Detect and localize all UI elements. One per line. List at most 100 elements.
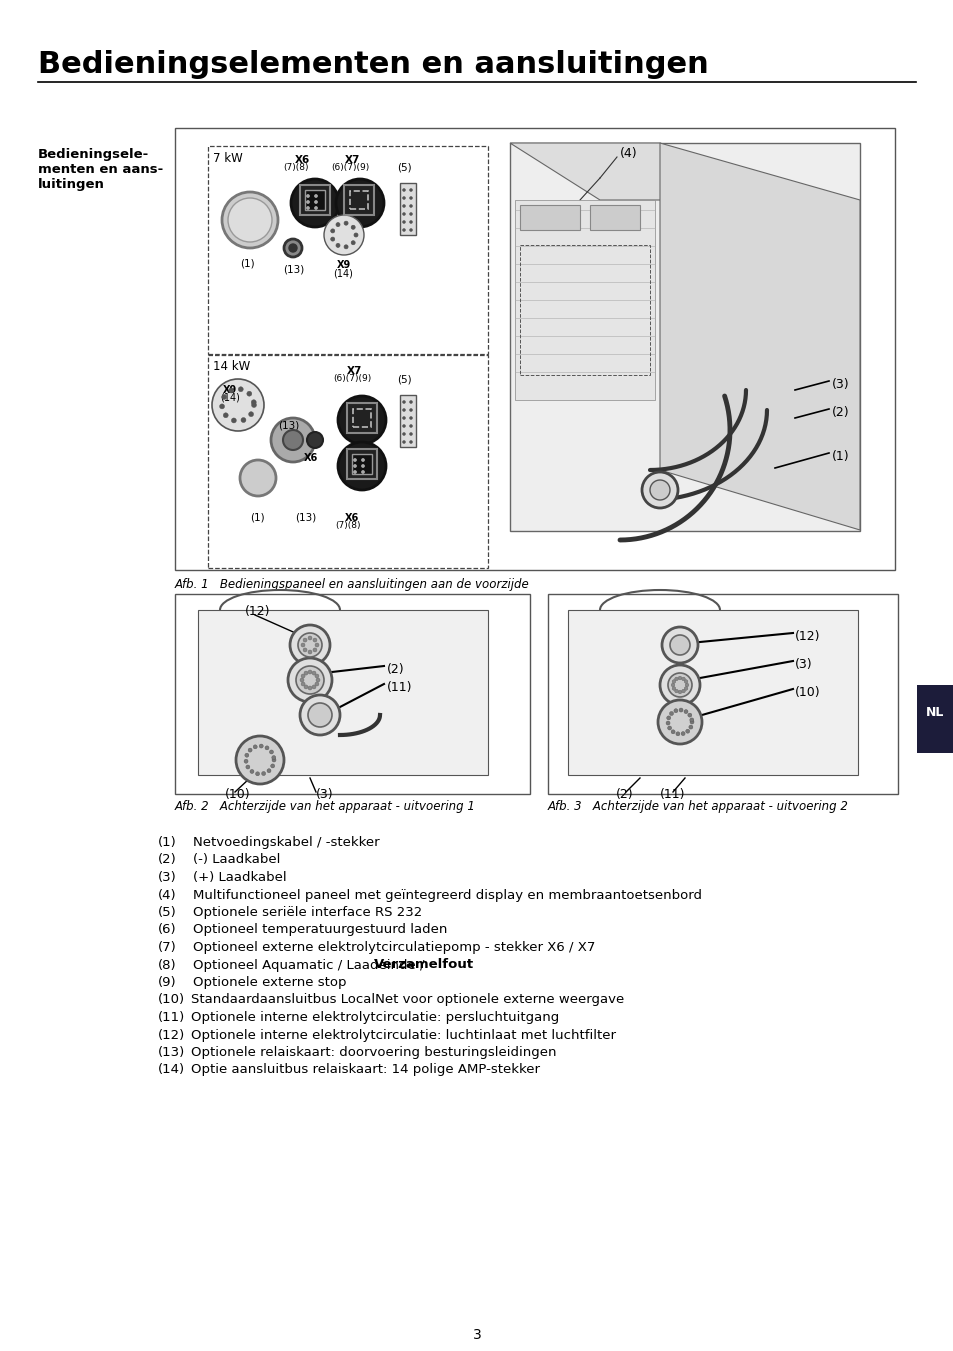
Bar: [519, 205, 579, 230]
Text: (2): (2): [158, 854, 176, 866]
Text: (12): (12): [245, 605, 271, 617]
Text: (1): (1): [158, 836, 176, 848]
Circle shape: [307, 432, 323, 449]
Circle shape: [246, 765, 250, 769]
Text: Optioneel externe elektrolytcirculatiepomp - stekker X6 / X7: Optioneel externe elektrolytcirculatiepo…: [193, 942, 595, 954]
Text: (5): (5): [396, 374, 411, 384]
Circle shape: [402, 416, 405, 420]
Circle shape: [681, 677, 684, 681]
Text: (10): (10): [158, 993, 185, 1006]
Text: X9: X9: [336, 259, 351, 270]
Circle shape: [212, 380, 264, 431]
Circle shape: [337, 396, 386, 444]
Circle shape: [671, 684, 674, 686]
Circle shape: [402, 440, 405, 443]
Circle shape: [409, 189, 412, 192]
Bar: [515, 200, 655, 400]
Circle shape: [335, 243, 339, 247]
Text: (5): (5): [158, 907, 176, 919]
Circle shape: [301, 643, 305, 647]
Text: (6)(7)(9): (6)(7)(9): [331, 163, 369, 172]
Circle shape: [269, 750, 274, 754]
Text: (13): (13): [277, 420, 299, 430]
Circle shape: [409, 408, 412, 412]
Circle shape: [409, 400, 412, 404]
Circle shape: [290, 626, 330, 665]
Text: (4): (4): [158, 889, 176, 901]
Circle shape: [314, 674, 318, 678]
Circle shape: [649, 480, 669, 500]
Text: 7 kW: 7 kW: [213, 153, 242, 165]
Circle shape: [313, 648, 316, 653]
Circle shape: [673, 709, 678, 713]
Circle shape: [402, 408, 405, 412]
Circle shape: [402, 204, 405, 208]
Circle shape: [259, 744, 263, 748]
Circle shape: [337, 442, 386, 490]
Text: Optionele externe stop: Optionele externe stop: [193, 975, 346, 989]
Circle shape: [308, 686, 312, 690]
Circle shape: [228, 199, 272, 242]
Circle shape: [312, 685, 315, 689]
Circle shape: [303, 638, 307, 642]
Circle shape: [409, 196, 412, 200]
Text: (4): (4): [619, 147, 637, 159]
Circle shape: [272, 755, 275, 759]
Circle shape: [304, 671, 308, 676]
Text: Afb. 1   Bedieningspaneel en aansluitingen aan de voorzijde: Afb. 1 Bedieningspaneel en aansluitingen…: [174, 578, 529, 590]
Bar: [399, 182, 416, 235]
Circle shape: [222, 192, 277, 249]
Circle shape: [667, 673, 691, 697]
Bar: [305, 190, 325, 209]
Circle shape: [684, 684, 688, 686]
Circle shape: [240, 459, 275, 496]
Circle shape: [248, 748, 252, 753]
Polygon shape: [510, 143, 749, 200]
Text: (6)(7)(9): (6)(7)(9): [333, 374, 371, 382]
Circle shape: [304, 685, 308, 689]
Circle shape: [308, 636, 312, 640]
Text: (11): (11): [158, 1011, 185, 1024]
Circle shape: [308, 703, 332, 727]
Circle shape: [689, 717, 693, 721]
Circle shape: [676, 732, 679, 736]
Circle shape: [672, 686, 675, 690]
Circle shape: [361, 458, 364, 462]
Circle shape: [261, 771, 265, 775]
Circle shape: [344, 222, 348, 226]
Circle shape: [314, 207, 317, 209]
Circle shape: [331, 228, 335, 232]
Circle shape: [303, 648, 307, 653]
Bar: [589, 205, 639, 230]
Bar: [208, 355, 488, 567]
Circle shape: [669, 635, 689, 655]
Circle shape: [244, 759, 248, 763]
Bar: [547, 594, 897, 794]
Text: (13): (13): [283, 265, 304, 276]
Circle shape: [402, 212, 405, 216]
Text: (13): (13): [158, 1046, 185, 1059]
Circle shape: [678, 677, 681, 680]
Circle shape: [402, 189, 405, 192]
Circle shape: [354, 232, 357, 236]
Circle shape: [354, 470, 356, 473]
Circle shape: [409, 220, 412, 223]
Circle shape: [402, 400, 405, 404]
Text: (11): (11): [659, 788, 685, 801]
Bar: [567, 611, 857, 775]
Circle shape: [250, 770, 253, 774]
Text: (5): (5): [396, 163, 411, 173]
Circle shape: [641, 471, 678, 508]
Circle shape: [680, 732, 684, 735]
Circle shape: [313, 638, 316, 642]
Circle shape: [306, 195, 309, 197]
Text: (6): (6): [158, 924, 176, 936]
Circle shape: [402, 424, 405, 427]
Circle shape: [683, 680, 687, 684]
Circle shape: [315, 678, 319, 682]
Circle shape: [683, 709, 687, 713]
Text: X6: X6: [294, 155, 310, 165]
Circle shape: [297, 634, 322, 657]
Bar: [353, 409, 371, 427]
Circle shape: [409, 440, 412, 443]
